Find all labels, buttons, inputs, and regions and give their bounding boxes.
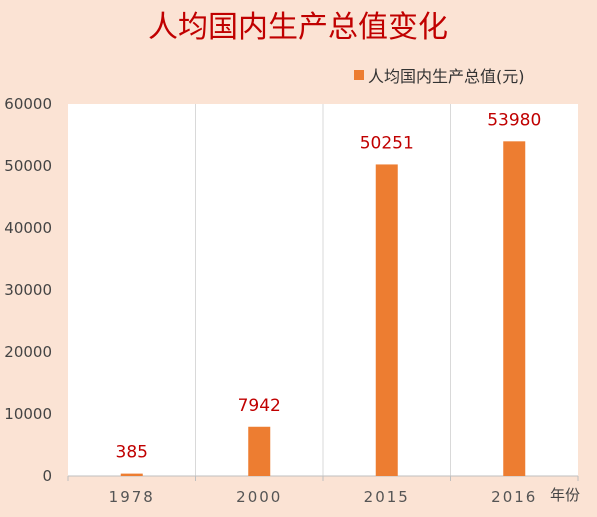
legend-swatch bbox=[354, 70, 364, 80]
chart-title: 人均国内生产总值变化 bbox=[148, 10, 448, 45]
y-tick-label: 0 bbox=[42, 467, 52, 485]
data-label: 385 bbox=[116, 443, 148, 463]
bar-2016 bbox=[503, 141, 526, 476]
y-tick-label: 40000 bbox=[4, 219, 52, 237]
x-tick-label: 2000 bbox=[236, 488, 282, 506]
y-tick-label: 10000 bbox=[4, 405, 52, 423]
bar-2015 bbox=[375, 164, 398, 477]
x-tick-label: 2015 bbox=[364, 488, 410, 506]
y-tick-label: 20000 bbox=[4, 343, 52, 361]
data-label: 53980 bbox=[487, 110, 541, 130]
y-tick-label: 50000 bbox=[4, 157, 52, 175]
x-tick-label: 2016 bbox=[491, 488, 537, 506]
legend: 人均国内生产总值(元) bbox=[354, 67, 525, 86]
x-tick-label: 1978 bbox=[109, 488, 155, 506]
bar-2000 bbox=[248, 426, 271, 476]
legend-label: 人均国内生产总值(元) bbox=[368, 67, 525, 86]
y-tick-label: 60000 bbox=[4, 95, 52, 113]
y-tick-label: 30000 bbox=[4, 281, 52, 299]
x-axis-label: 年份 bbox=[550, 486, 580, 504]
bar-1978 bbox=[120, 473, 143, 476]
data-label: 7942 bbox=[238, 396, 281, 416]
data-label: 50251 bbox=[360, 133, 414, 153]
